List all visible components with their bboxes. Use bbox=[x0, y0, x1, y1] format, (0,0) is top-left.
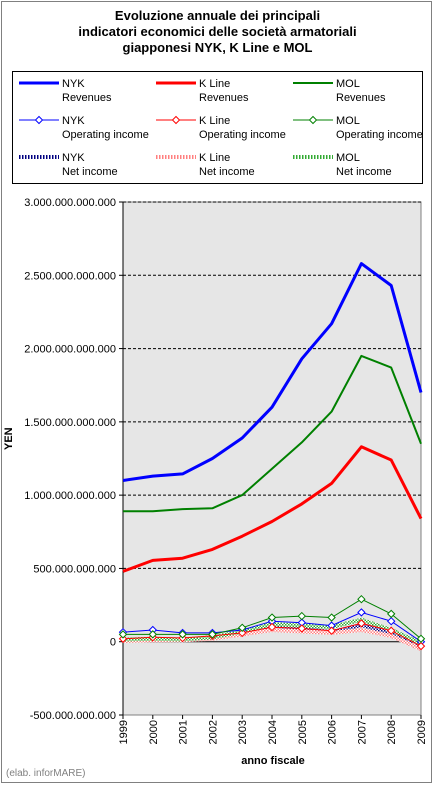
chart-legend: NYK Revenues K Line Revenues MOL Revenues NYK O… bbox=[12, 71, 423, 184]
legend-company: NYK bbox=[62, 78, 85, 90]
legend-company: K Line bbox=[199, 78, 231, 90]
legend-metric: Net income bbox=[336, 166, 392, 178]
title-line-3: giapponesi NYK, K Line e MOL bbox=[122, 40, 313, 55]
legend-item: K Line Operating income bbox=[152, 111, 286, 147]
series-mol-operating-income-point bbox=[327, 613, 336, 622]
legend-swatch bbox=[293, 82, 333, 84]
series-mol-operating-income-point bbox=[178, 630, 187, 639]
legend-label: MOL Net income bbox=[336, 151, 392, 179]
series-mol-operating-income-point bbox=[416, 634, 426, 643]
x-tick-label: 2004 bbox=[267, 720, 279, 744]
series-k-line-operating-income-point bbox=[416, 641, 426, 651]
series-nyk-revenues-line bbox=[122, 262, 423, 482]
x-tick-label: 2007 bbox=[356, 720, 368, 744]
legend-label: MOL Operating income bbox=[336, 114, 423, 142]
legend-company: MOL bbox=[336, 152, 360, 164]
x-tick-label: 2003 bbox=[237, 720, 249, 744]
y-tick-label: 500.000.000.000 bbox=[33, 563, 116, 575]
title-line-2: indicatori economici delle società armat… bbox=[78, 24, 357, 39]
series-k-line-operating-income-point bbox=[386, 626, 396, 635]
x-tick-label: 2000 bbox=[148, 720, 160, 744]
legend-label: K Line Net income bbox=[199, 151, 255, 179]
y-tick-label: 1.000.000.000.000 bbox=[24, 490, 116, 502]
legend-item: NYK Operating income bbox=[15, 111, 149, 147]
series-k-line-operating-income-point bbox=[237, 628, 247, 638]
y-axis-label: YEN bbox=[3, 427, 15, 450]
x-tick-label: 2001 bbox=[178, 720, 190, 744]
legend-swatch bbox=[19, 155, 59, 159]
x-tick-label: 2009 bbox=[416, 720, 428, 744]
series-mol-operating-income-point bbox=[267, 613, 277, 622]
legend-swatch bbox=[156, 115, 196, 125]
legend-swatch bbox=[156, 81, 196, 85]
legend-metric: Net income bbox=[62, 166, 118, 178]
y-tick-label: 0 bbox=[110, 637, 116, 649]
legend-company: NYK bbox=[62, 152, 85, 164]
legend-label: K Line Revenues bbox=[199, 77, 249, 105]
legend-swatch bbox=[293, 155, 333, 159]
series-nyk-operating-income-point bbox=[357, 608, 366, 617]
x-axis-label: anno fiscale bbox=[241, 755, 305, 767]
legend-label: K Line Operating income bbox=[199, 114, 286, 142]
series-k-line-operating-income-point bbox=[297, 624, 307, 633]
legend-metric: Revenues bbox=[336, 92, 386, 104]
series-nyk-operating-income-point bbox=[386, 616, 396, 626]
series-mol-operating-income-point bbox=[386, 609, 396, 619]
legend-label: NYK Operating income bbox=[62, 114, 149, 142]
legend-metric: Revenues bbox=[199, 92, 249, 104]
legend-label: NYK Revenues bbox=[62, 77, 112, 105]
series-mol-operating-income-point bbox=[237, 623, 247, 632]
y-tick-label: 2.000.000.000.000 bbox=[24, 344, 116, 356]
title-line-1: Evoluzione annuale dei principali bbox=[114, 8, 321, 23]
legend-item: K Line Revenues bbox=[152, 74, 286, 110]
legend-item: NYK Net income bbox=[15, 148, 149, 184]
legend-metric: Operating income bbox=[62, 129, 149, 141]
x-tick-label: 2005 bbox=[297, 720, 309, 744]
legend-item: NYK Revenues bbox=[15, 74, 149, 110]
series-mol-operating-income-point bbox=[297, 611, 307, 621]
legend-metric: Revenues bbox=[62, 92, 112, 104]
legend-company: NYK bbox=[62, 115, 85, 127]
x-tick-label: 2008 bbox=[386, 720, 398, 744]
legend-swatch bbox=[293, 115, 333, 125]
legend-company: K Line bbox=[199, 115, 231, 127]
legend-item: MOL Operating income bbox=[289, 111, 423, 147]
legend-company: MOL bbox=[336, 78, 360, 90]
legend-swatch bbox=[19, 81, 59, 85]
legend-metric: Operating income bbox=[336, 129, 423, 141]
x-tick-label: 1999 bbox=[118, 720, 130, 744]
legend-swatch bbox=[19, 115, 59, 125]
credit-footer: (elab. inforMARE) bbox=[6, 768, 86, 779]
legend-item: MOL Net income bbox=[289, 148, 423, 184]
series-k-line-revenues-line bbox=[122, 445, 423, 573]
series-k-line-operating-income-point bbox=[357, 619, 366, 628]
legend-metric: Net income bbox=[199, 166, 255, 178]
series-mol-revenues-line bbox=[123, 354, 422, 513]
y-tick-label: -500.000.000.000 bbox=[30, 710, 116, 722]
y-tick-label: 3.000.000.000.000 bbox=[24, 197, 116, 209]
legend-swatch bbox=[156, 155, 196, 159]
legend-company: K Line bbox=[199, 152, 231, 164]
y-tick-label: 2.500.000.000.000 bbox=[24, 270, 116, 282]
legend-item: K Line Net income bbox=[152, 148, 286, 184]
legend-label: MOL Revenues bbox=[336, 77, 386, 105]
series-mol-operating-income-point bbox=[208, 630, 217, 639]
chart-title: Evoluzione annuale dei principali indica… bbox=[0, 8, 435, 56]
legend-label: NYK Net income bbox=[62, 151, 118, 179]
y-tick-label: 1.500.000.000.000 bbox=[24, 417, 116, 429]
series-mol-operating-income-point bbox=[118, 630, 128, 639]
x-tick-label: 2006 bbox=[327, 720, 339, 744]
series-mol-operating-income-point bbox=[357, 595, 366, 604]
series-k-line-operating-income-point bbox=[327, 626, 336, 635]
series-k-line-operating-income-point bbox=[267, 622, 277, 632]
legend-metric: Operating income bbox=[199, 129, 286, 141]
x-tick-label: 2002 bbox=[207, 720, 219, 744]
series-mol-operating-income-point bbox=[148, 630, 158, 639]
legend-item: MOL Revenues bbox=[289, 74, 423, 110]
series-k-line-operating-income-point bbox=[118, 634, 128, 643]
legend-company: MOL bbox=[336, 115, 360, 127]
